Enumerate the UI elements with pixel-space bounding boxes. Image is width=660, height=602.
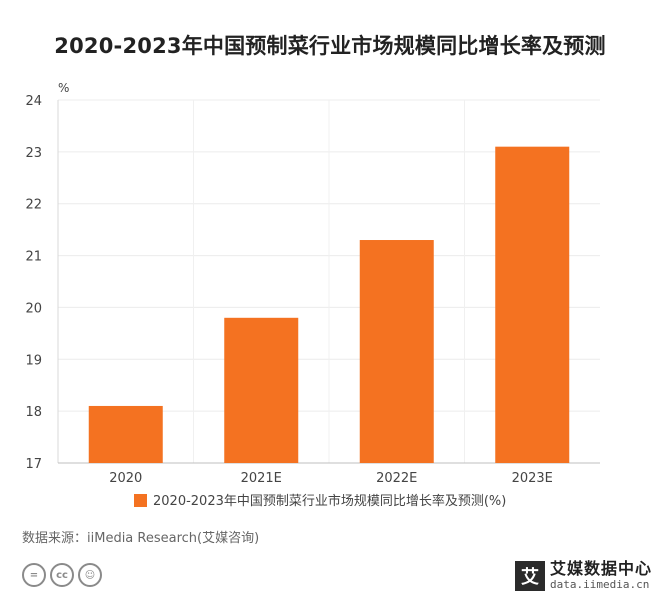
brand-mark: 艾 [514, 560, 545, 591]
bar-chart: 17 18 19 20 21 22 23 24% 2020 2021E 2022E 2023E 2020… [25, 81, 600, 509]
data-source: 数据来源：iiMedia Research(艾媒咨询) [22, 531, 260, 546]
y-tick-label: 20 [25, 301, 42, 316]
y-tick-label: 21 [25, 250, 42, 265]
x-tick-label: 2023E [512, 471, 553, 486]
y-tick-label: 23 [25, 146, 42, 161]
brand-logo: 艾 艾媒数据中心 data.iimedia.cn [514, 559, 652, 591]
x-tick-label: 2021E [241, 471, 282, 486]
y-tick-label: 17 [25, 457, 42, 472]
bar [88, 405, 163, 463]
y-tick-label: 22 [25, 198, 42, 213]
cc-icon: cc [50, 563, 74, 587]
y-tick-label: 19 [25, 353, 42, 368]
brand-url: data.iimedia.cn [549, 578, 650, 591]
person-icon: ☺ [78, 563, 102, 587]
chart-title: 2020-2023年中国预制菜行业市场规模同比增长率及预测 [54, 34, 606, 58]
license-icons: = cc ☺ [22, 563, 102, 587]
y-axis-unit: % [58, 81, 69, 95]
bar [224, 317, 299, 463]
x-tick-label: 2022E [376, 471, 417, 486]
brand-name: 艾媒数据中心 [549, 559, 652, 578]
bar [359, 240, 434, 463]
bar [495, 146, 570, 463]
equal-icon: = [22, 563, 46, 587]
x-tick-label: 2020 [109, 471, 142, 486]
legend-label: 2020-2023年中国预制菜行业市场规模同比增长率及预测(%) [153, 493, 506, 509]
y-tick-label: 24 [25, 94, 42, 109]
y-tick-label: 18 [25, 405, 42, 420]
legend-swatch [134, 494, 147, 507]
